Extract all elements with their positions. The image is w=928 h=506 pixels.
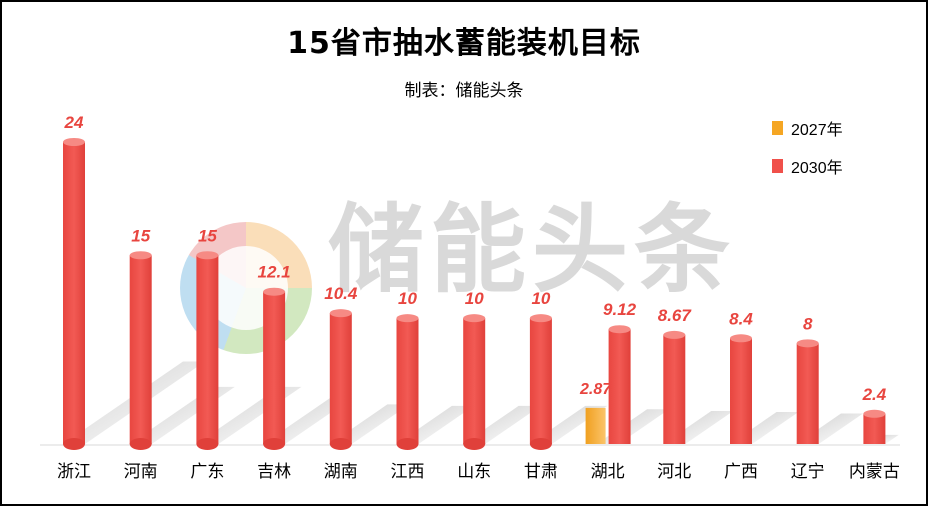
data-label-2030: 10	[531, 289, 550, 308]
data-label-2030: 10.4	[324, 284, 358, 303]
bar-2030	[529, 314, 552, 450]
bar-2030	[329, 309, 352, 450]
bar-2027	[585, 407, 606, 444]
bar-2030	[129, 251, 152, 450]
legend-swatch-2027	[772, 121, 783, 135]
x-tick-label: 广东	[190, 462, 224, 482]
data-label-2030: 8.4	[729, 309, 753, 328]
bar-2030	[796, 339, 819, 444]
bar-2030	[463, 314, 486, 450]
x-tick-label: 湖南	[324, 462, 358, 482]
legend-swatch-2030	[772, 159, 783, 173]
data-label-2027: 2.87	[579, 381, 612, 398]
bar-2030	[396, 314, 419, 450]
legend-label-2030: 2030年	[791, 160, 843, 177]
data-label-2030: 15	[131, 226, 150, 245]
x-tick-label: 江西	[391, 462, 425, 482]
x-tick-label: 广西	[724, 462, 758, 482]
data-label-2030: 12.1	[258, 263, 291, 282]
x-tick-label: 浙江	[57, 462, 91, 482]
x-tick-label: 山东	[457, 462, 491, 482]
data-label-2030: 10	[398, 289, 417, 308]
bar-2030	[63, 138, 85, 450]
x-tick-label: 河南	[124, 462, 158, 482]
data-label-2030: 8.67	[658, 306, 693, 325]
x-tick-label: 辽宁	[791, 462, 825, 482]
watermark: 储能头条	[328, 194, 736, 306]
x-tick-label: 湖北	[591, 462, 625, 482]
x-tick-label: 内蒙古	[849, 462, 900, 482]
x-tick-label: 河北	[657, 462, 691, 482]
bar-2030	[263, 287, 286, 450]
bar-2030	[730, 334, 752, 444]
data-label-2030: 2.4	[862, 385, 887, 404]
legend-label-2027: 2027年	[791, 122, 843, 139]
chart-subtitle: 制表：储能头条	[404, 81, 524, 101]
data-label-2030: 15	[198, 226, 217, 245]
x-tick-label: 吉林	[257, 462, 291, 482]
data-label-2030: 10	[465, 289, 484, 308]
data-label-2030: 9.12	[603, 300, 637, 319]
bar-2030	[663, 330, 686, 444]
chart-title: 15省市抽水蓄能装机目标	[287, 26, 641, 61]
bar-2030	[196, 251, 219, 450]
bar-2030	[863, 409, 886, 444]
x-tick-label: 甘肃	[524, 462, 558, 482]
data-label-2030: 24	[64, 113, 84, 132]
bar-2030	[608, 325, 631, 444]
legend-item-2027: 2027年	[772, 116, 843, 140]
legend-item-2030: 2030年	[772, 154, 843, 178]
bar-shadow	[596, 409, 670, 444]
data-label-2030: 8	[803, 314, 813, 333]
